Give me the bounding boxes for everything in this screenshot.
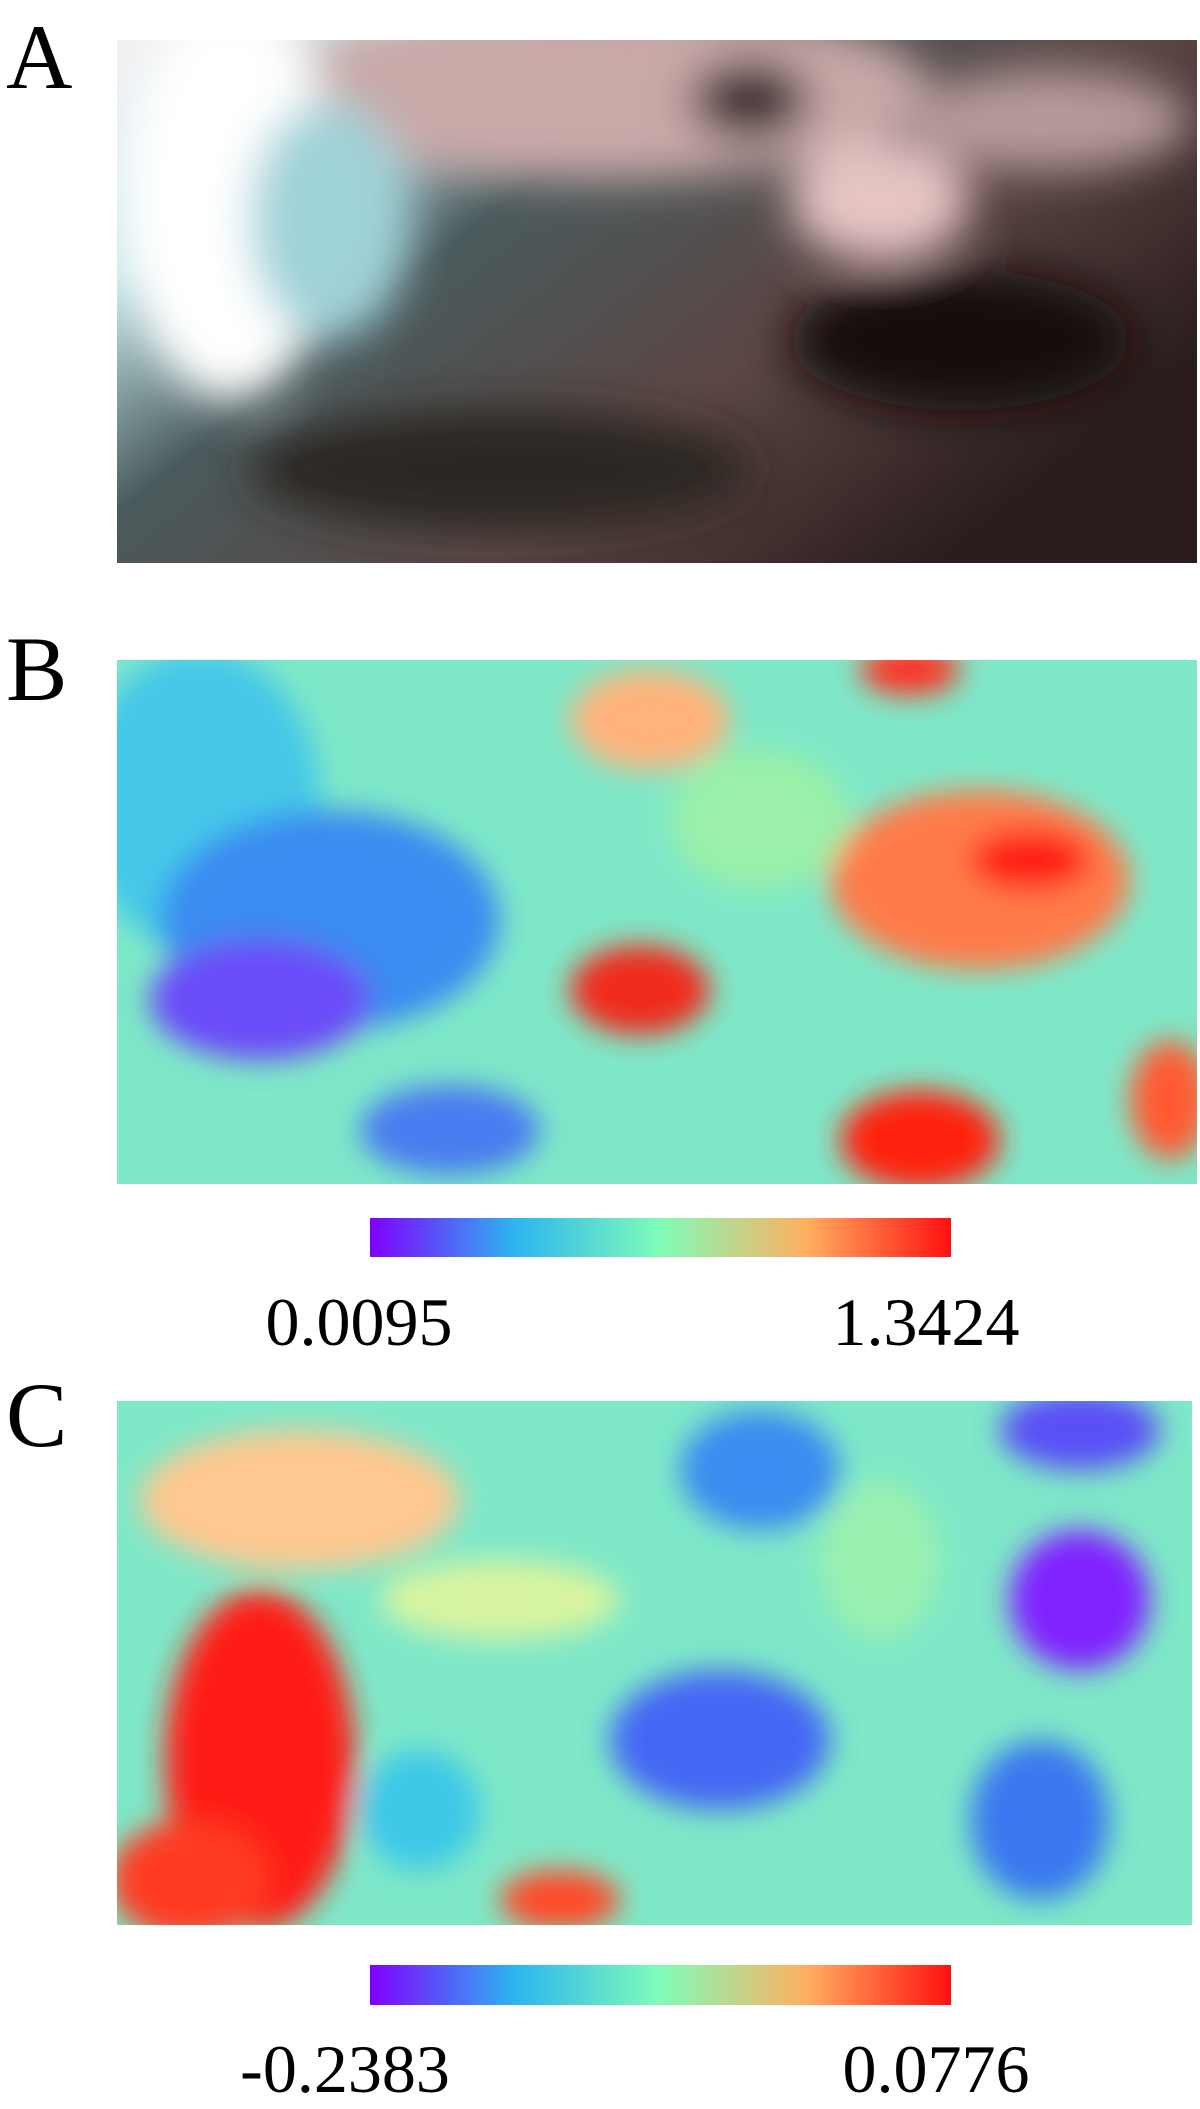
colorbar-max-label: 0.0776: [843, 2031, 1030, 2104]
colorbar: [370, 1965, 951, 2005]
panel-label: A: [6, 6, 72, 108]
colorbar: [370, 1218, 951, 1257]
panel-label: C: [6, 1364, 67, 1466]
panel-label: B: [6, 618, 67, 720]
colorbar-max-label: 1.3424: [833, 1284, 1020, 1360]
photo-image: [117, 40, 1197, 563]
heatmap-image: [117, 1401, 1192, 1925]
colorbar-min-label: 0.0095: [266, 1284, 453, 1360]
colorbar-min-label: -0.2383: [240, 2031, 450, 2104]
heatmap-image: [117, 660, 1197, 1184]
